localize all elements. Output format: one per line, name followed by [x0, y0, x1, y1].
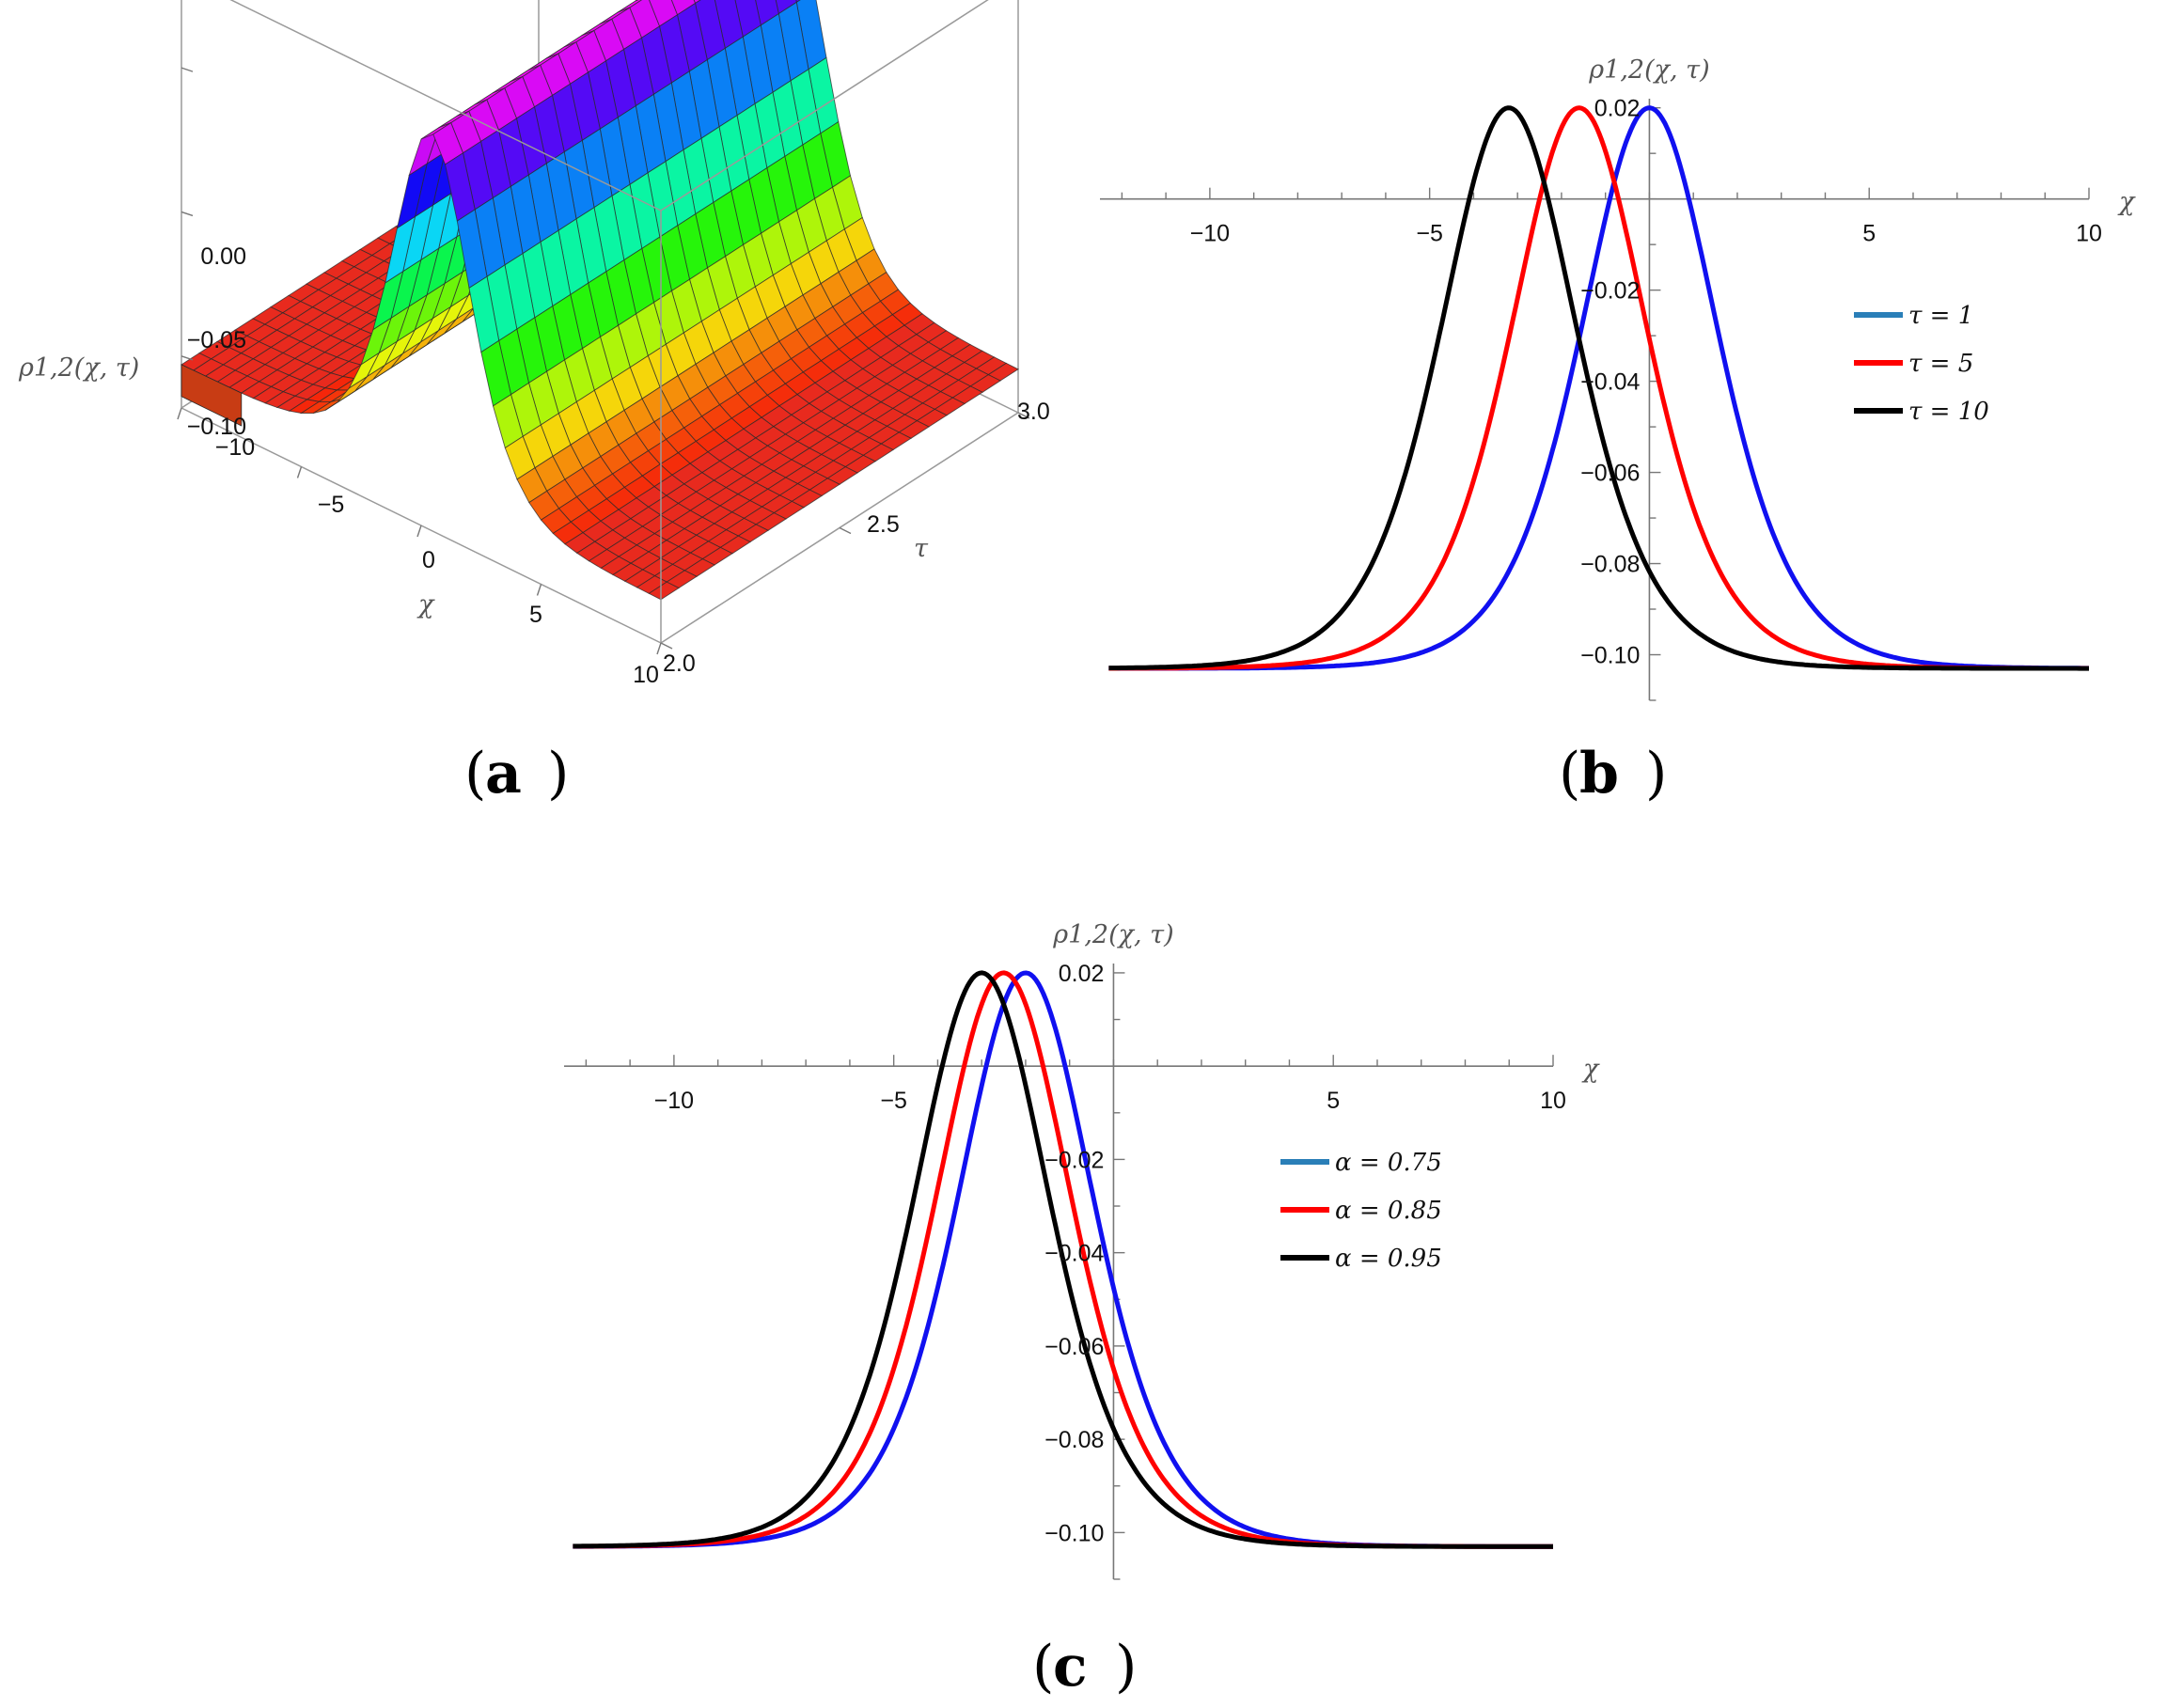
svg-text:(: ( [1032, 1634, 1054, 1700]
x-tick-label: −5 [318, 492, 345, 518]
surface-skirt [181, 364, 243, 427]
panel-label-c: ( c ) [1032, 1634, 1137, 1700]
y-tick-label: −0.02 [1044, 1147, 1104, 1173]
x-tick [177, 407, 182, 420]
svg-text:b: b [1579, 741, 1619, 807]
box-edge [229, 0, 662, 212]
panel-c-line-chart: ρ1,2(χ, τ) χ −10 −5 5 10 0.02 −0.02 −0.0… [564, 920, 1600, 1700]
box-edge [660, 0, 989, 212]
x-tick-label: 5 [1862, 221, 1876, 247]
series-line [573, 970, 1553, 1549]
svg-text:): ) [547, 741, 569, 807]
tau-tick-label: 2.5 [867, 511, 900, 538]
series-curves [573, 970, 1553, 1549]
x-tick-labels: −10 −5 5 10 [1190, 221, 2102, 247]
x-tick [416, 525, 422, 538]
y-tick-label: 0.02 [1594, 96, 1641, 122]
series-line [1108, 105, 2089, 671]
x-tick-label: 10 [2076, 221, 2102, 247]
panel-label-a: ( a ) [464, 741, 569, 807]
x-axis-label: χ [1581, 1055, 1600, 1084]
legend: α = 0.75 α = 0.85 α = 0.95 [1280, 1149, 1442, 1273]
y-axis-label: ρ1,2(χ, τ) [1588, 55, 1709, 85]
x-tick-labels: −10 −5 5 10 [654, 1088, 1566, 1114]
y-tick-label: −0.08 [1044, 1427, 1104, 1453]
x-tick [536, 584, 542, 596]
z-tick [181, 211, 194, 217]
y-tick-label: −0.04 [1580, 369, 1640, 396]
svg-text:): ) [1115, 1634, 1137, 1700]
legend-entry: τ = 10 [1908, 398, 1989, 426]
x-tick-label: 10 [633, 662, 659, 688]
z-axis-label: ρ1,2(χ, τ) [18, 353, 139, 383]
x-tick-label: 5 [1327, 1088, 1340, 1114]
y-tick-labels: 0.02 −0.02 −0.04 −0.06 −0.08 −0.10 [1044, 961, 1104, 1546]
x-tick-label: 0 [422, 547, 435, 573]
y-tick-label: −0.06 [1580, 461, 1640, 487]
tau-axis-label: τ [914, 534, 929, 563]
x-tick-label: −10 [654, 1088, 694, 1114]
svg-text:c: c [1053, 1634, 1088, 1700]
tau-tick [660, 642, 673, 650]
legend-entry: α = 0.95 [1335, 1245, 1442, 1273]
panel-a-surface-plot: 0.00 −0.05 −0.10 ρ1,2(χ, τ) −10 −5 0 5 1… [18, 0, 1050, 807]
y-tick-label: −0.10 [1580, 643, 1640, 669]
y-tick-label: −0.08 [1580, 552, 1640, 578]
y-tick-label: −0.06 [1044, 1334, 1104, 1360]
z-tick [181, 355, 194, 361]
tau-tick [839, 526, 852, 535]
legend-entry: α = 0.75 [1335, 1149, 1442, 1177]
tau-tick [1017, 412, 1030, 419]
y-axis-label: ρ1,2(χ, τ) [1052, 920, 1173, 949]
tau-tick-label: 2.0 [663, 650, 696, 677]
z-tick [181, 67, 194, 72]
z-tick-label: 0.00 [200, 243, 246, 270]
y-tick-label: −0.02 [1580, 278, 1640, 305]
x-tick [656, 642, 662, 655]
x-tick-label: −5 [1416, 221, 1443, 247]
axes [564, 964, 1554, 1580]
y-tick-label: −0.04 [1044, 1241, 1104, 1267]
y-tick-labels: 0.02 −0.02 −0.04 −0.06 −0.08 −0.10 [1580, 96, 1640, 669]
x-axis-label: χ [416, 590, 435, 619]
svg-text:a: a [485, 741, 522, 807]
x-tick-label: 10 [1540, 1088, 1566, 1114]
axes [1100, 99, 2090, 701]
series-curves [1108, 105, 2089, 671]
surface-mesh [181, 0, 1019, 601]
legend-entry: τ = 1 [1908, 302, 1973, 330]
tau-tick-label: 3.0 [1017, 399, 1050, 425]
legend-entry: τ = 5 [1908, 350, 1973, 378]
x-tick-label: 5 [529, 602, 542, 628]
x-tick [296, 466, 303, 478]
legend: τ = 1 τ = 5 τ = 10 [1854, 302, 1989, 426]
panel-b-line-chart: ρ1,2(χ, τ) χ −10 −5 5 10 0.02 −0.02 −0.0… [1100, 55, 2136, 807]
x-tick-label: −10 [215, 434, 255, 461]
y-tick-label: −0.10 [1044, 1520, 1104, 1546]
z-tick-label: −0.05 [187, 327, 246, 353]
legend-entry: α = 0.85 [1335, 1197, 1442, 1225]
z-tick-label: −0.10 [187, 414, 246, 440]
svg-text:): ) [1645, 741, 1667, 807]
axis-ticks [177, 67, 1030, 655]
x-tick-label: −10 [1190, 221, 1230, 247]
y-tick-label: 0.02 [1059, 961, 1105, 987]
x-axis-label: χ [2117, 188, 2136, 217]
x-tick-label: −5 [880, 1088, 907, 1114]
panel-label-b: ( b ) [1559, 741, 1667, 807]
svg-text:(: ( [464, 741, 486, 807]
svg-text:(: ( [1559, 741, 1580, 807]
